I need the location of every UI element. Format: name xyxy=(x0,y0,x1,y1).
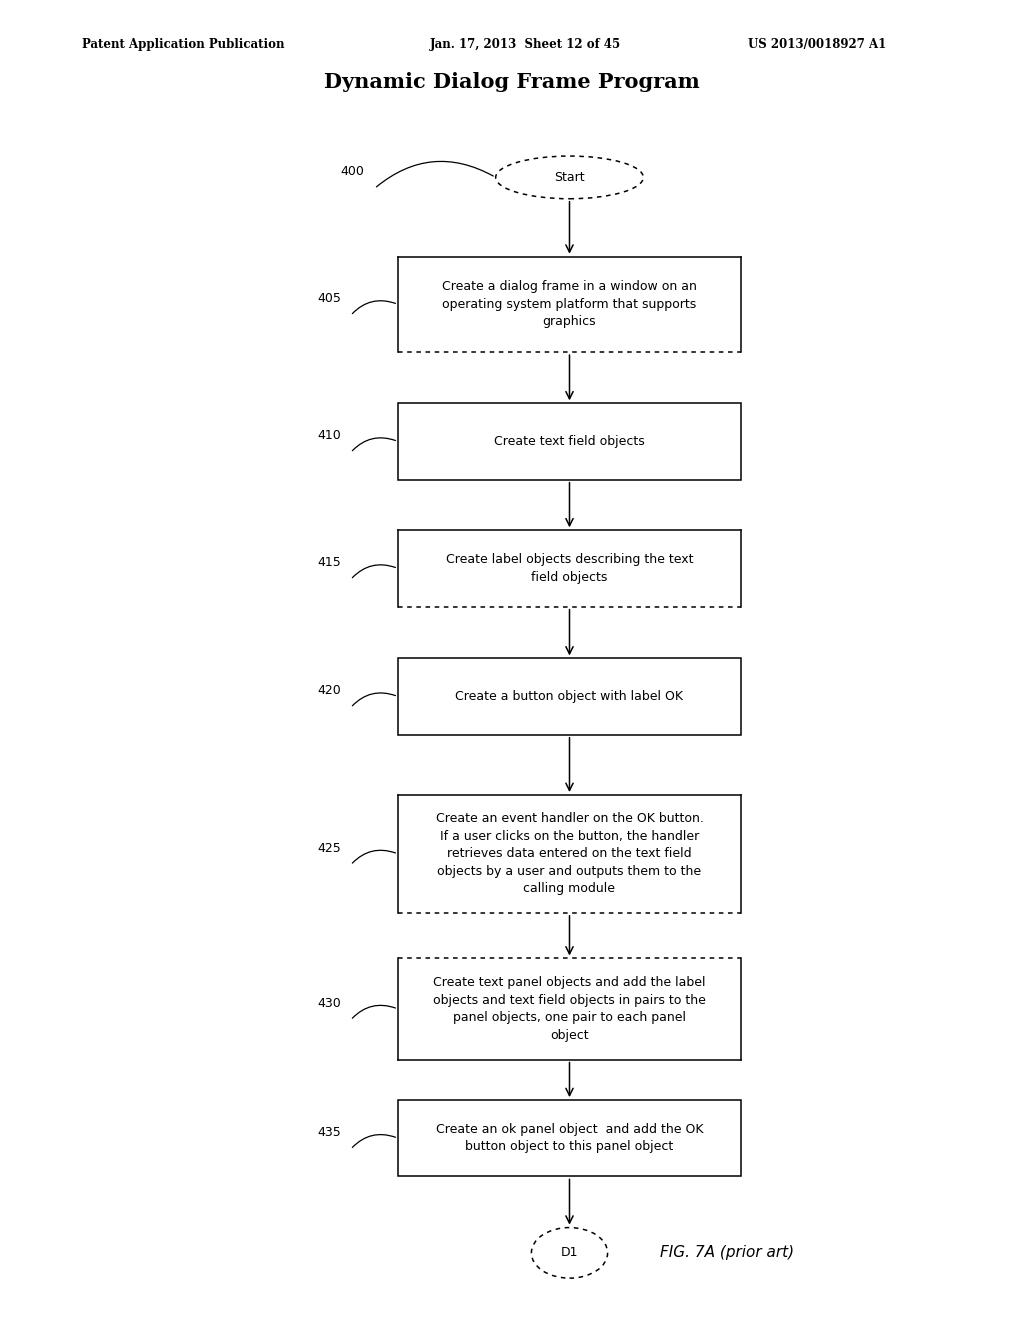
Text: Create label objects describing the text
field objects: Create label objects describing the text… xyxy=(445,553,693,583)
Text: 410: 410 xyxy=(317,429,341,442)
Text: D1: D1 xyxy=(561,1246,579,1259)
Text: Jan. 17, 2013  Sheet 12 of 45: Jan. 17, 2013 Sheet 12 of 45 xyxy=(430,38,622,51)
Bar xyxy=(398,1100,741,1176)
Text: Create an ok panel object  and add the OK
button object to this panel object: Create an ok panel object and add the OK… xyxy=(436,1123,703,1154)
Text: 405: 405 xyxy=(317,292,341,305)
Text: 400: 400 xyxy=(341,165,365,178)
Text: 415: 415 xyxy=(317,556,341,569)
Text: FIG. 7A (prior art): FIG. 7A (prior art) xyxy=(659,1245,794,1261)
Text: 435: 435 xyxy=(317,1126,341,1139)
Text: Create text field objects: Create text field objects xyxy=(495,436,645,447)
Text: 430: 430 xyxy=(317,997,341,1010)
Text: Patent Application Publication: Patent Application Publication xyxy=(82,38,285,51)
Text: 425: 425 xyxy=(317,842,341,855)
Text: 420: 420 xyxy=(317,685,341,697)
Text: Dynamic Dialog Frame Program: Dynamic Dialog Frame Program xyxy=(325,71,699,92)
Bar xyxy=(398,404,741,479)
Text: Create text panel objects and add the label
objects and text field objects in pa: Create text panel objects and add the la… xyxy=(433,977,706,1041)
Bar xyxy=(398,659,741,735)
Text: US 2013/0018927 A1: US 2013/0018927 A1 xyxy=(748,38,886,51)
Text: Start: Start xyxy=(554,170,585,183)
Text: Create a button object with label OK: Create a button object with label OK xyxy=(456,690,683,704)
Text: Create an event handler on the OK button.
If a user clicks on the button, the ha: Create an event handler on the OK button… xyxy=(435,812,703,895)
Text: Create a dialog frame in a window on an
operating system platform that supports
: Create a dialog frame in a window on an … xyxy=(442,280,697,329)
